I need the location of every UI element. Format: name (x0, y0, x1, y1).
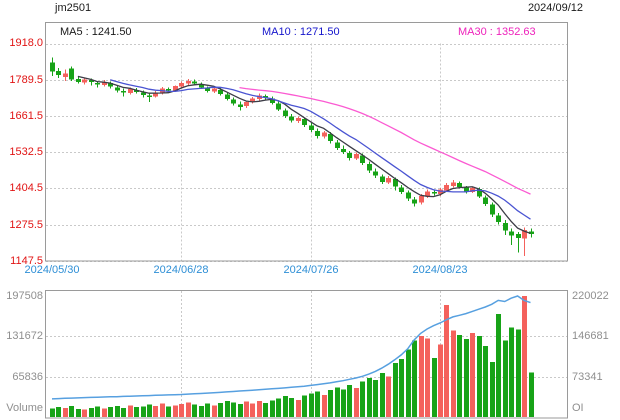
date-axis-tick: 2024/07/26 (283, 264, 339, 276)
date-axis-tick: 2024/05/30 (24, 264, 80, 276)
contract-symbol: jm2501 (55, 2, 92, 14)
volume-panel-label: Volume (6, 402, 43, 414)
ma10-legend: MA10 : 1271.50 (262, 26, 340, 38)
date-axis-tick: 2024/06/28 (153, 264, 209, 276)
price-axis-tick: 1661.5 (9, 110, 43, 122)
oi-axis-tick: 220022 (572, 290, 609, 302)
price-axis-tick: 1532.5 (9, 146, 43, 158)
ma5-legend: MA5 : 1241.50 (60, 26, 132, 38)
price-axis-tick: 1147.5 (10, 255, 43, 267)
quote-date: 2024/09/12 (527, 2, 583, 14)
price-axis-tick: 1918.0 (9, 37, 43, 49)
oi-axis-tick: 146681 (572, 330, 609, 342)
oi-panel-label: OI (572, 402, 584, 414)
volume-axis-tick: 197508 (6, 290, 43, 302)
volume-axis-tick: 131672 (6, 330, 43, 342)
price-axis-tick: 1404.5 (9, 182, 43, 194)
volume-axis-tick: 65836 (12, 371, 43, 383)
ma30-legend: MA30 : 1352.63 (458, 26, 536, 38)
price-axis-tick: 1275.5 (9, 219, 43, 231)
price-axis-tick: 1789.5 (9, 74, 43, 86)
oi-axis-tick: 73341 (572, 371, 603, 383)
date-axis-tick: 2024/08/23 (412, 264, 468, 276)
